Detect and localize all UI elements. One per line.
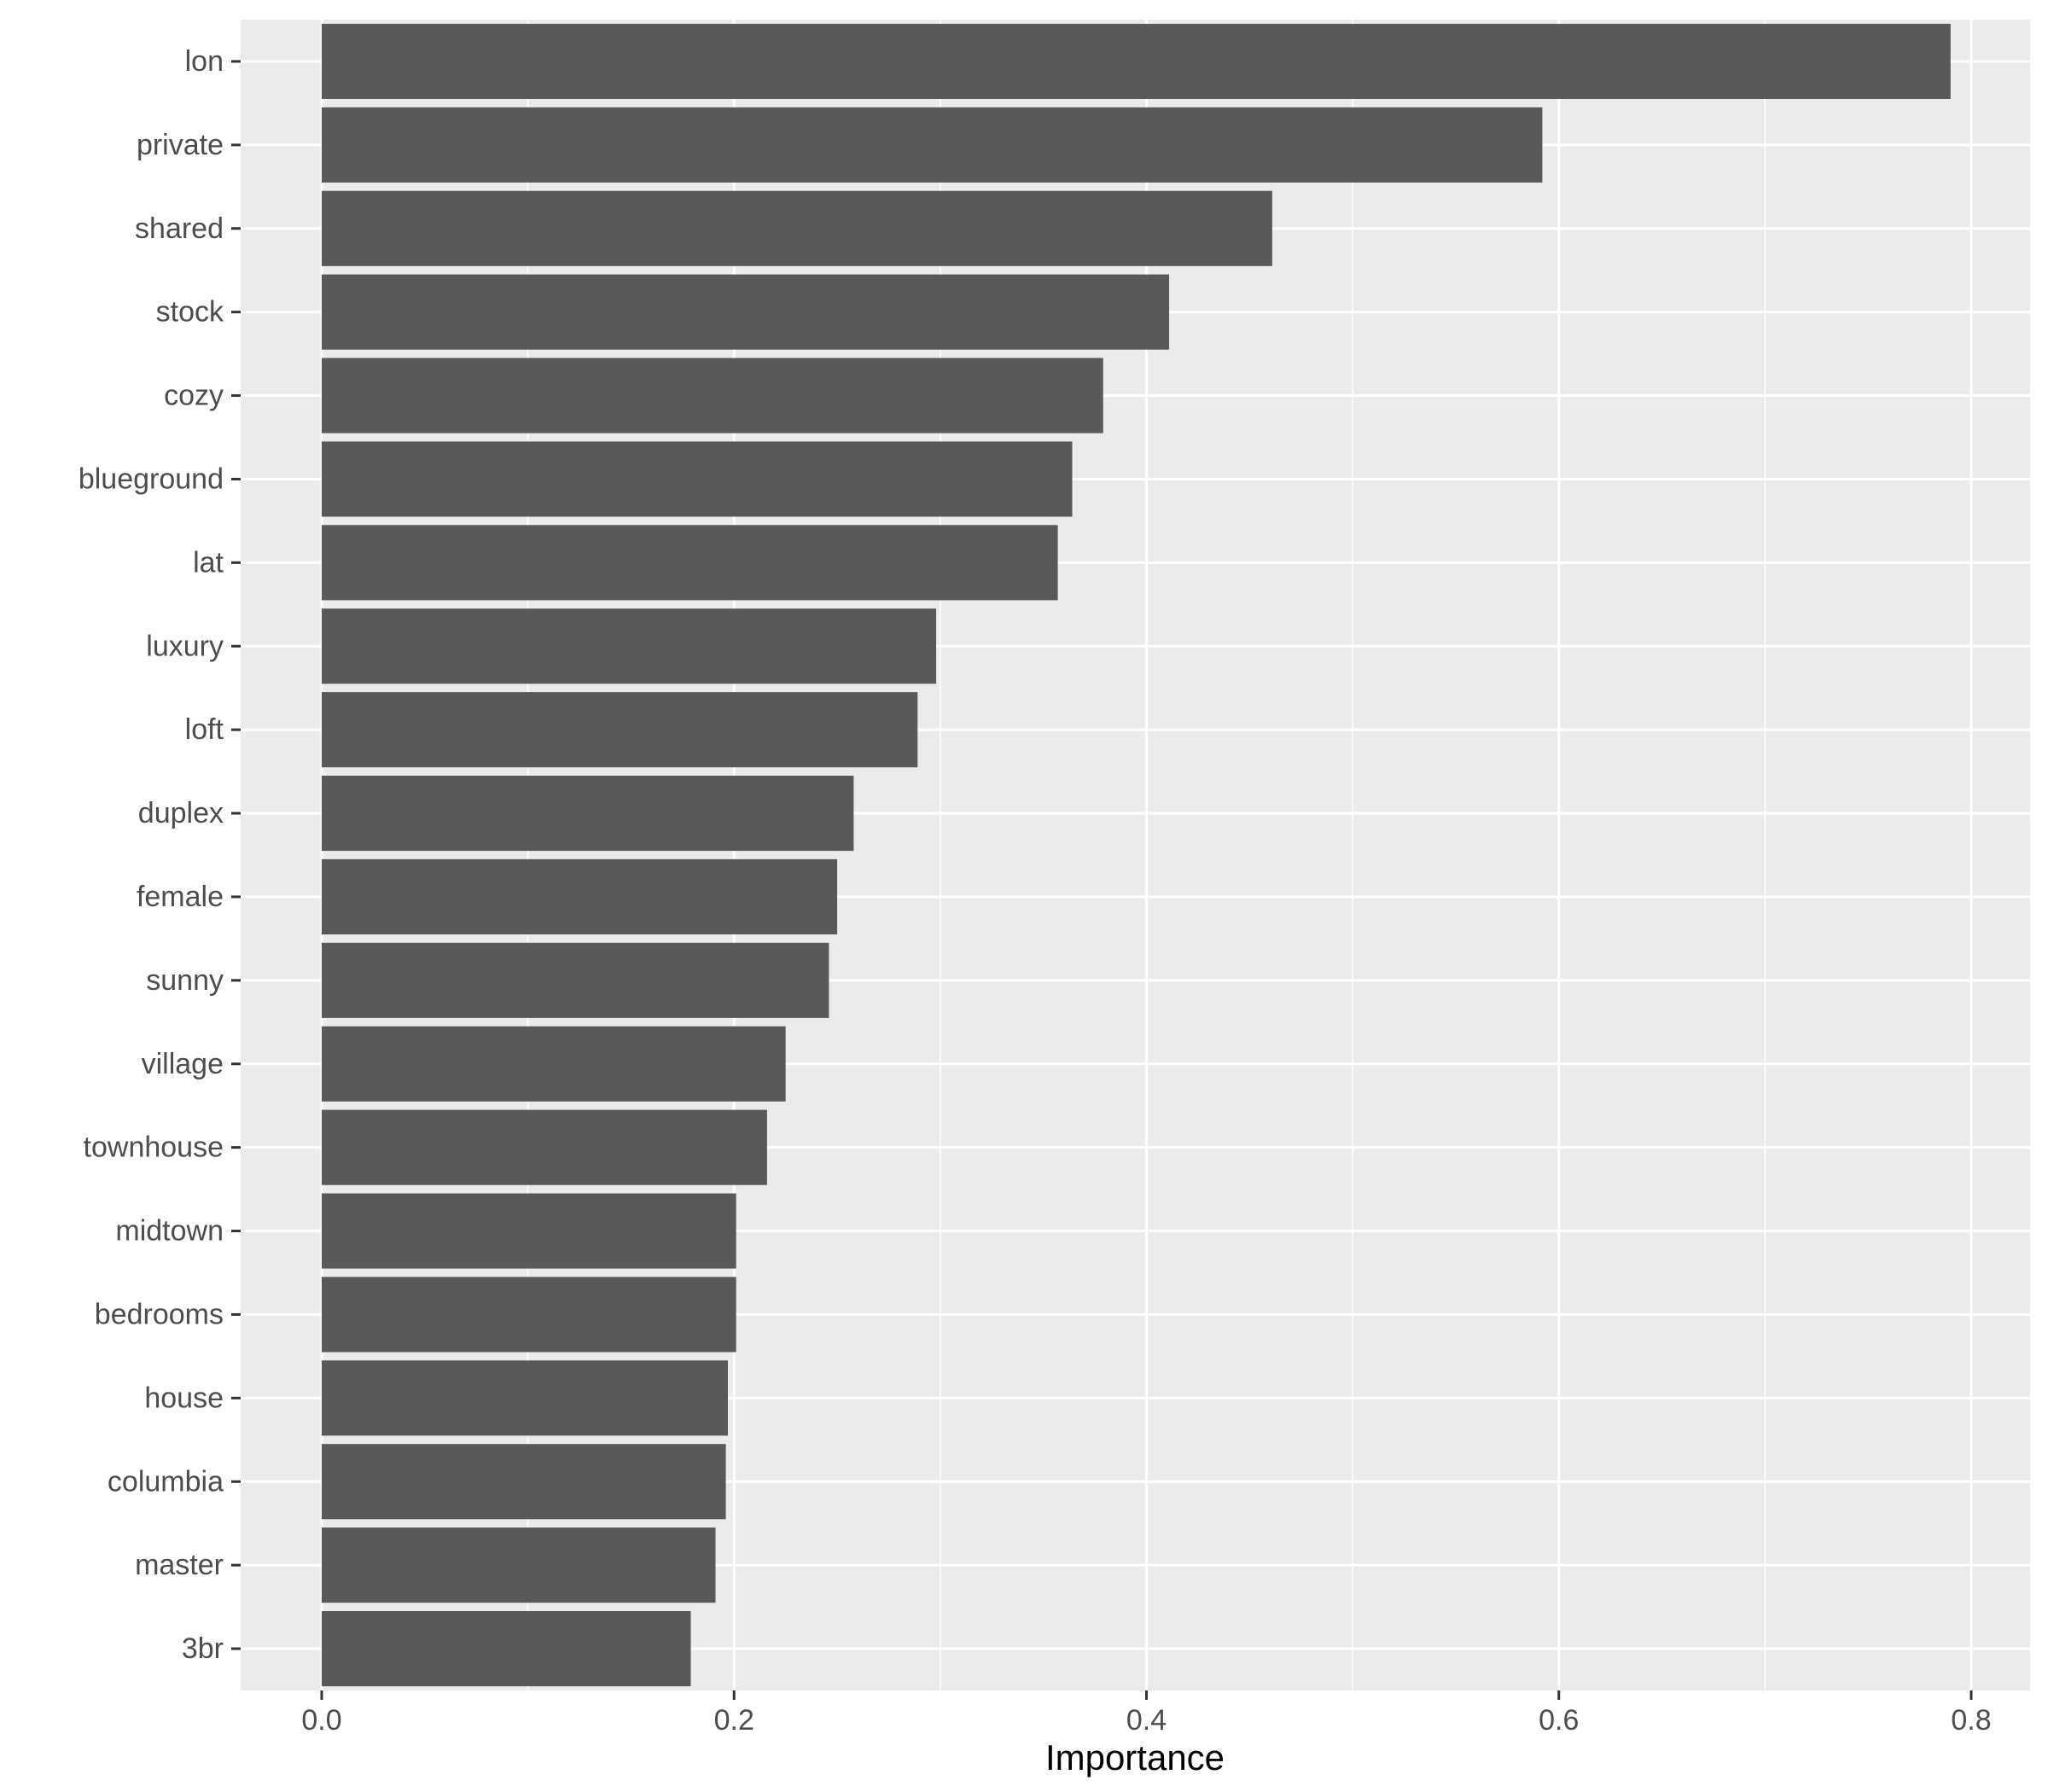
bar-house <box>322 1360 729 1436</box>
bar-3br <box>322 1610 691 1687</box>
bar-female <box>322 858 838 935</box>
x-axis: 0.0 0.2 0.4 0.6 0.8 <box>301 1690 1992 1737</box>
y-tick-label: stock <box>156 296 224 329</box>
y-tick-label: sunny <box>146 964 224 997</box>
bar-village <box>322 1026 786 1102</box>
y-tick-label: female <box>137 881 224 913</box>
y-tick-label: columbia <box>108 1465 224 1498</box>
y-tick-label: cozy <box>164 380 224 412</box>
bar-master <box>322 1527 716 1603</box>
bar-lon <box>322 23 1951 100</box>
y-tick-label: master <box>135 1549 224 1581</box>
x-tick-label: 0.6 <box>1539 1704 1579 1737</box>
bar-shared <box>322 190 1272 266</box>
y-tick-label: shared <box>135 212 224 245</box>
bar-midtown <box>322 1193 736 1269</box>
y-tick-label: midtown <box>115 1215 224 1248</box>
y-tick-label: loft <box>185 713 224 746</box>
y-tick-label: house <box>144 1382 224 1414</box>
bar-townhouse <box>322 1109 767 1185</box>
y-tick-label: blueground <box>79 463 224 495</box>
bar-luxury <box>322 608 937 684</box>
bar-columbia <box>322 1444 726 1520</box>
x-axis-title: Importance <box>1045 1737 1225 1777</box>
panel-background <box>241 20 2030 1690</box>
y-tick-label: luxury <box>146 630 224 662</box>
x-tick-label: 0.4 <box>1126 1704 1167 1737</box>
y-tick-label: bedrooms <box>95 1298 224 1330</box>
y-tick-label: village <box>142 1048 224 1080</box>
x-tick-label: 0.2 <box>714 1704 754 1737</box>
y-tick-label: townhouse <box>84 1132 224 1164</box>
x-tick-label: 0.8 <box>1951 1704 1991 1737</box>
bar-stock <box>322 274 1170 350</box>
y-tick-label: lat <box>193 546 224 579</box>
bar-blueground <box>322 441 1073 517</box>
y-tick-label: private <box>137 129 224 161</box>
bar-bedrooms <box>322 1277 736 1353</box>
bar-cozy <box>322 358 1103 433</box>
bar-lat <box>322 525 1058 601</box>
bar-duplex <box>322 775 854 852</box>
y-tick-label: 3br <box>182 1632 224 1665</box>
y-tick-label: lon <box>185 45 224 78</box>
bar-loft <box>322 692 918 768</box>
bar-sunny <box>322 942 829 1018</box>
y-axis: lon private shared stock cozy blueground lat lu… <box>79 45 241 1665</box>
bar-private <box>322 107 1543 183</box>
x-tick-label: 0.0 <box>301 1704 341 1737</box>
bars <box>322 23 1951 1687</box>
y-tick-label: duplex <box>138 797 224 829</box>
